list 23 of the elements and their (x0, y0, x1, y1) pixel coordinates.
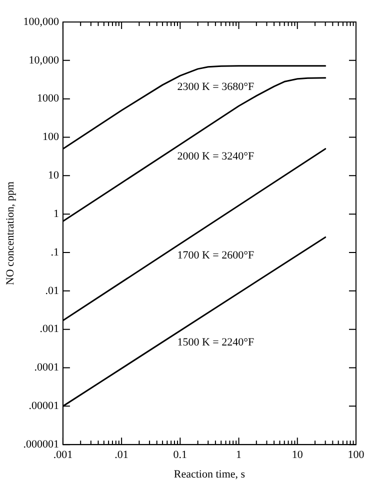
series-label: 1500 K = 2240°F (177, 336, 254, 348)
x-tick-label: 0.1 (173, 449, 188, 462)
series-label: 2000 K = 3240°F (177, 150, 254, 162)
y-tick-label: .0001 (34, 362, 59, 374)
y-axis-title: NO concentration, ppm (4, 181, 16, 286)
y-tick-label: 1000 (36, 92, 60, 105)
y-tick-label: 10 (48, 170, 60, 182)
x-tick-label: 1 (236, 449, 242, 462)
x-tick-label: 10 (292, 449, 304, 462)
x-tick-label: 100 (348, 449, 365, 462)
y-tick-label: .01 (45, 284, 59, 297)
series-label: 1700 K = 2600°F (177, 250, 254, 262)
series-label: 2300 K = 3680°F (177, 81, 254, 94)
y-tick-label: 1 (53, 208, 59, 220)
y-tick-label: 100,000 (23, 16, 60, 28)
y-tick-label: .000001 (23, 438, 59, 450)
y-tick-label: .1 (50, 246, 59, 258)
y-tick-label: 10,000 (28, 54, 60, 66)
x-tick-label: .01 (114, 449, 128, 462)
y-tick-label: .001 (40, 323, 59, 336)
x-axis-title: Reaction time, s (174, 468, 246, 480)
y-tick-label: .00001 (28, 400, 59, 412)
y-tick-label: 100 (42, 131, 60, 144)
